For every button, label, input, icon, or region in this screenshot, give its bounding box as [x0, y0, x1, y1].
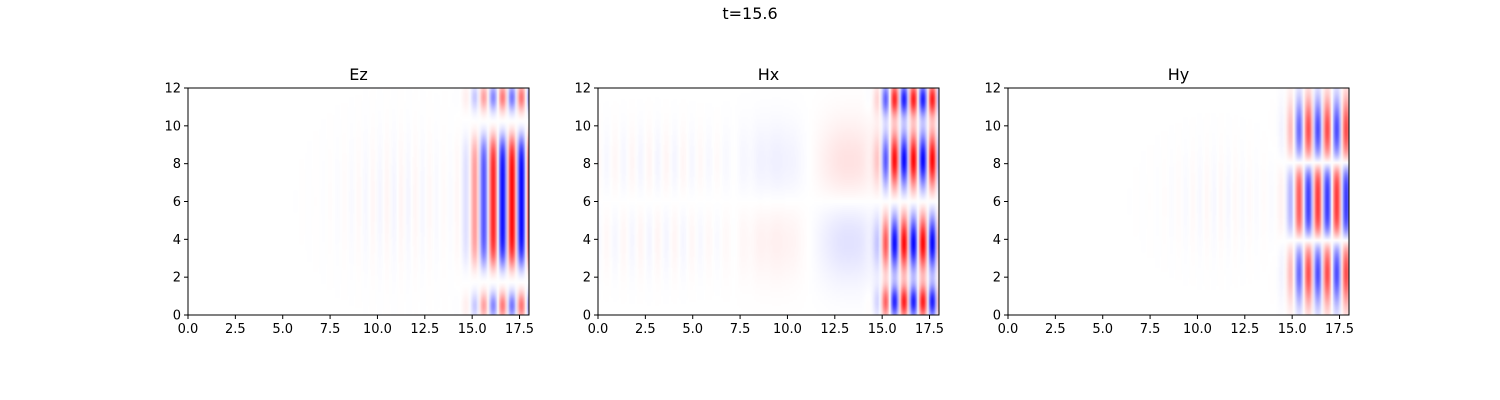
x-tick-label: 12.5 [1230, 322, 1259, 337]
x-tick-label: 2.5 [635, 322, 656, 337]
x-tick-label: 17.5 [915, 322, 944, 337]
y-tick-label: 8 [993, 157, 1001, 172]
x-tick-label: 0.0 [178, 322, 199, 337]
y-tick-label: 4 [173, 233, 181, 248]
y-tick-label: 4 [583, 233, 591, 248]
x-tick-label: 0.0 [588, 322, 609, 337]
panel-title-hy: Hy [1168, 65, 1190, 84]
panel-hx: Hx 0.0 2.5 5.0 7.5 10.0 12.5 15.0 17.5 0 2 4 6 8 10 12 [574, 65, 944, 337]
heatmap-hy [1008, 88, 1349, 315]
panel-hy: Hy 0.0 2.5 5.0 7.5 10.0 12.5 15.0 17.5 0 2 4 6 8 10 12 [984, 65, 1354, 337]
y-tick-label: 2 [583, 271, 591, 286]
y-tick-label: 12 [984, 82, 1001, 97]
x-tick-label: 17.5 [505, 322, 534, 337]
y-tick-label: 0 [173, 309, 181, 324]
y-tick-label: 6 [583, 195, 591, 210]
y-tick-label: 10 [984, 119, 1001, 134]
y-tick-label: 10 [574, 119, 591, 134]
x-tick-label: 7.5 [730, 322, 751, 337]
x-tick-label: 15.0 [868, 322, 897, 337]
x-tick-label: 2.5 [1045, 322, 1066, 337]
x-tick-label: 15.0 [1278, 322, 1307, 337]
y-tick-label: 12 [574, 82, 591, 97]
y-tick-label: 6 [173, 195, 181, 210]
x-tick-label: 10.0 [773, 322, 802, 337]
x-tick-label: 5.0 [1092, 322, 1113, 337]
y-tick-label: 8 [173, 157, 181, 172]
x-tick-label: 10.0 [363, 322, 392, 337]
x-tick-label: 5.0 [682, 322, 703, 337]
x-tick-label: 5.0 [272, 322, 293, 337]
y-tick-label: 0 [583, 309, 591, 324]
x-tick-label: 7.5 [1140, 322, 1161, 337]
y-tick-label: 4 [993, 233, 1001, 248]
y-tick-label: 0 [993, 309, 1001, 324]
x-tick-label: 2.5 [225, 322, 246, 337]
y-tick-label: 8 [583, 157, 591, 172]
figure-suptitle: t=15.6 [722, 4, 778, 23]
x-tick-label: 12.5 [410, 322, 439, 337]
y-tick-label: 10 [164, 119, 181, 134]
heatmap-ez [188, 88, 529, 315]
x-tick-label: 15.0 [458, 322, 487, 337]
heatmap-hx [598, 88, 939, 315]
panel-ez: Ez 0.0 2.5 5.0 7.5 10.0 12.5 15.0 17.5 0 2 4 6 8 10 12 [164, 65, 534, 337]
x-tick-label: 7.5 [320, 322, 341, 337]
x-tick-label: 12.5 [820, 322, 849, 337]
panel-title-ez: Ez [349, 65, 368, 84]
x-tick-label: 10.0 [1183, 322, 1212, 337]
panel-title-hx: Hx [758, 65, 780, 84]
x-tick-label: 17.5 [1325, 322, 1354, 337]
y-tick-label: 2 [993, 271, 1001, 286]
y-tick-label: 12 [164, 82, 181, 97]
y-tick-label: 6 [993, 195, 1001, 210]
x-tick-label: 0.0 [998, 322, 1019, 337]
y-tick-label: 2 [173, 271, 181, 286]
